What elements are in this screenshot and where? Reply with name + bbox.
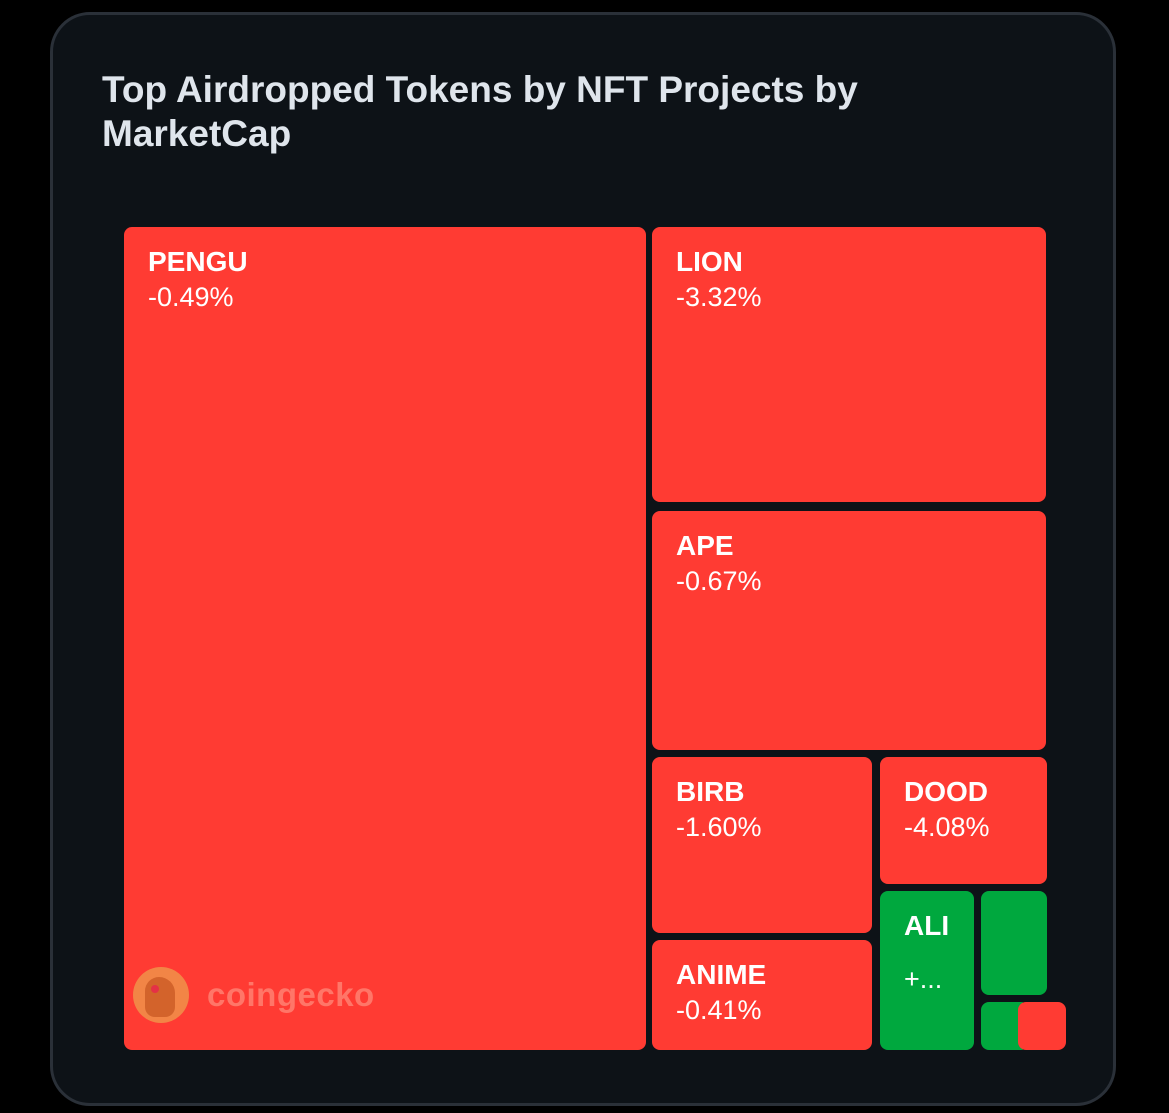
tile-change: -0.49%	[148, 282, 234, 312]
tile-change: +...	[904, 964, 943, 994]
tile-unlabeled-9[interactable]	[1018, 1002, 1066, 1050]
tile-pengu[interactable]: PENGU -0.49%	[124, 227, 646, 1050]
tile-change: -0.67%	[676, 566, 762, 596]
watermark-text: coingecko	[207, 976, 375, 1013]
tile-symbol: DOOD	[904, 776, 988, 807]
tile-dood[interactable]: DOOD -4.08%	[880, 757, 1047, 884]
tile-change: -3.32%	[676, 282, 762, 312]
tile-symbol: ALI	[904, 910, 950, 941]
tile-anime[interactable]: ANIME -0.41%	[652, 940, 872, 1050]
tile-symbol: APE	[676, 530, 734, 561]
tile-ali[interactable]: ALI +...	[880, 891, 974, 1050]
tile-lion[interactable]: LION -3.32%	[652, 227, 1046, 502]
tile-symbol: BIRB	[676, 776, 745, 807]
tile-symbol: ANIME	[676, 959, 767, 990]
chart-title: Top Airdropped Tokens by NFT Projects by…	[102, 69, 858, 154]
tile-change: -4.08%	[904, 812, 990, 842]
coingecko-gecko-icon	[133, 967, 189, 1023]
tile-ape[interactable]: APE -0.67%	[652, 511, 1046, 750]
tile-change: -1.60%	[676, 812, 762, 842]
tile-symbol: LION	[676, 246, 743, 277]
tile-birb[interactable]: BIRB -1.60%	[652, 757, 872, 933]
tile-symbol: PENGU	[148, 246, 248, 277]
tile-unlabeled-7[interactable]	[981, 891, 1047, 995]
coingecko-watermark: coingecko	[133, 967, 375, 1023]
tile-change: -0.41%	[676, 995, 762, 1025]
